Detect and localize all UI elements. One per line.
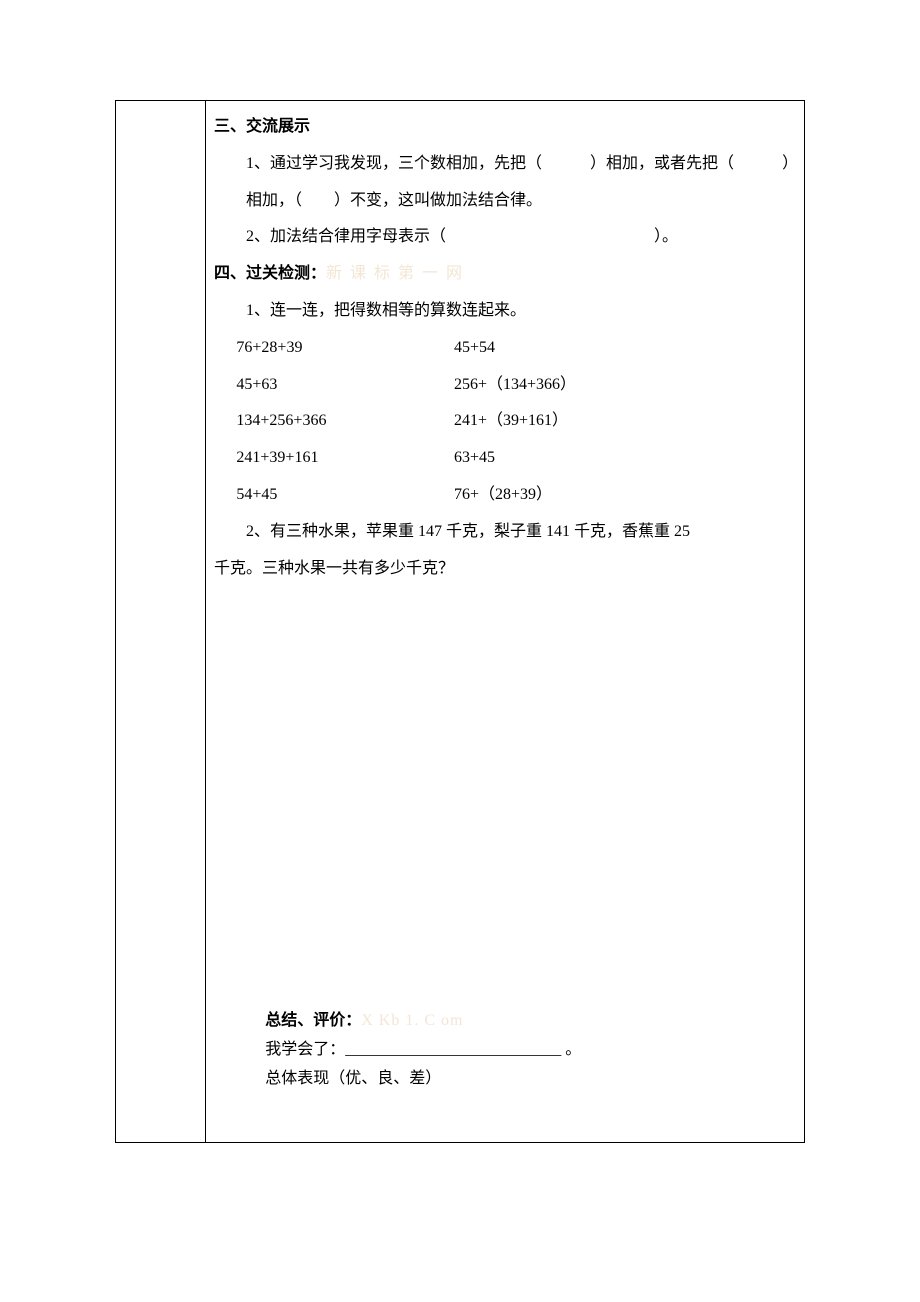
content-body: 三、交流展示 1、通过学习我发现，三个数相加，先把（ ）相加，或者先把（ ）相加…: [212, 109, 798, 1134]
learned-blank[interactable]: ___________________________: [345, 1041, 561, 1058]
section3-p1: 1、通过学习我发现，三个数相加，先把（ ）相加，或者先把（ ）相加，（ ）不变，…: [214, 146, 796, 220]
s4-q2-line1: 2、有三种水果，苹果重 147 千克，梨子重 141 千克，香蕉重 25: [214, 514, 796, 551]
match-right: 63+45: [454, 440, 796, 477]
s4-heading-watermark: 新 课 标 第 一 网: [326, 265, 464, 282]
summary-heading-line: 总结、评价：X Kb 1. C om: [214, 1007, 796, 1036]
match-right: 256+（134+366）: [454, 367, 796, 404]
match-left: 241+39+161: [214, 440, 454, 477]
s3-p2-end: ）。: [654, 228, 678, 245]
match-left: 54+45: [214, 477, 454, 514]
match-right: 76+（28+39）: [454, 477, 796, 514]
learned-end: 。: [561, 1041, 581, 1058]
s3-p1-mid1: ）相加，或者先把（: [590, 155, 734, 172]
s3-p1-blank2[interactable]: [734, 155, 782, 172]
s3-p1-pre: 1、通过学习我发现，三个数相加，先把（: [246, 155, 542, 172]
section3-p2: 2、加法结合律用字母表示（ ）。: [214, 219, 796, 256]
summary-overall: 总体表现（优、良、差）: [214, 1065, 796, 1094]
s3-p2-blank[interactable]: [446, 228, 654, 245]
section3-heading: 三、交流展示: [214, 109, 796, 146]
match-row-1: 45+63 256+（134+366）: [214, 367, 796, 404]
work-space: [214, 587, 796, 1007]
match-row-2: 134+256+366 241+（39+161）: [214, 403, 796, 440]
content-cell: 三、交流展示 1、通过学习我发现，三个数相加，先把（ ）相加，或者先把（ ）相加…: [206, 101, 805, 1143]
summary-watermark: X Kb 1. C om: [361, 1012, 463, 1029]
s3-p1-blank1[interactable]: [542, 155, 590, 172]
worksheet-table: 三、交流展示 1、通过学习我发现，三个数相加，先把（ ）相加，或者先把（ ）相加…: [115, 100, 805, 1143]
match-row-0: 76+28+39 45+54: [214, 330, 796, 367]
s4-heading-main: 四、过关检测：: [214, 265, 326, 282]
s3-p1-end: ）不变，这叫做加法结合律。: [334, 192, 542, 209]
s4-q2-line2: 千克。三种水果一共有多少千克？: [214, 551, 796, 588]
summary-heading: 总结、评价：: [265, 1012, 361, 1029]
s3-p2-pre: 2、加法结合律用字母表示（: [246, 228, 446, 245]
match-row-3: 241+39+161 63+45: [214, 440, 796, 477]
bottom-spacer: [214, 1094, 796, 1134]
match-left: 45+63: [214, 367, 454, 404]
summary-learned-line: 我学会了：___________________________ 。: [214, 1036, 796, 1065]
match-left: 76+28+39: [214, 330, 454, 367]
section4-heading: 四、过关检测：新 课 标 第 一 网: [214, 256, 796, 293]
s4-q1: 1、连一连，把得数相等的算数连起来。: [214, 293, 796, 330]
match-left: 134+256+366: [214, 403, 454, 440]
match-right: 241+（39+161）: [454, 403, 796, 440]
match-row-4: 54+45 76+（28+39）: [214, 477, 796, 514]
match-right: 45+54: [454, 330, 796, 367]
summary-block: 总结、评价：X Kb 1. C om 我学会了：________________…: [214, 1007, 796, 1093]
left-margin-cell: [116, 101, 206, 1143]
s3-p1-blank3[interactable]: [302, 192, 334, 209]
learned-label: 我学会了：: [265, 1041, 345, 1058]
page-container: 三、交流展示 1、通过学习我发现，三个数相加，先把（ ）相加，或者先把（ ）相加…: [0, 0, 920, 1302]
